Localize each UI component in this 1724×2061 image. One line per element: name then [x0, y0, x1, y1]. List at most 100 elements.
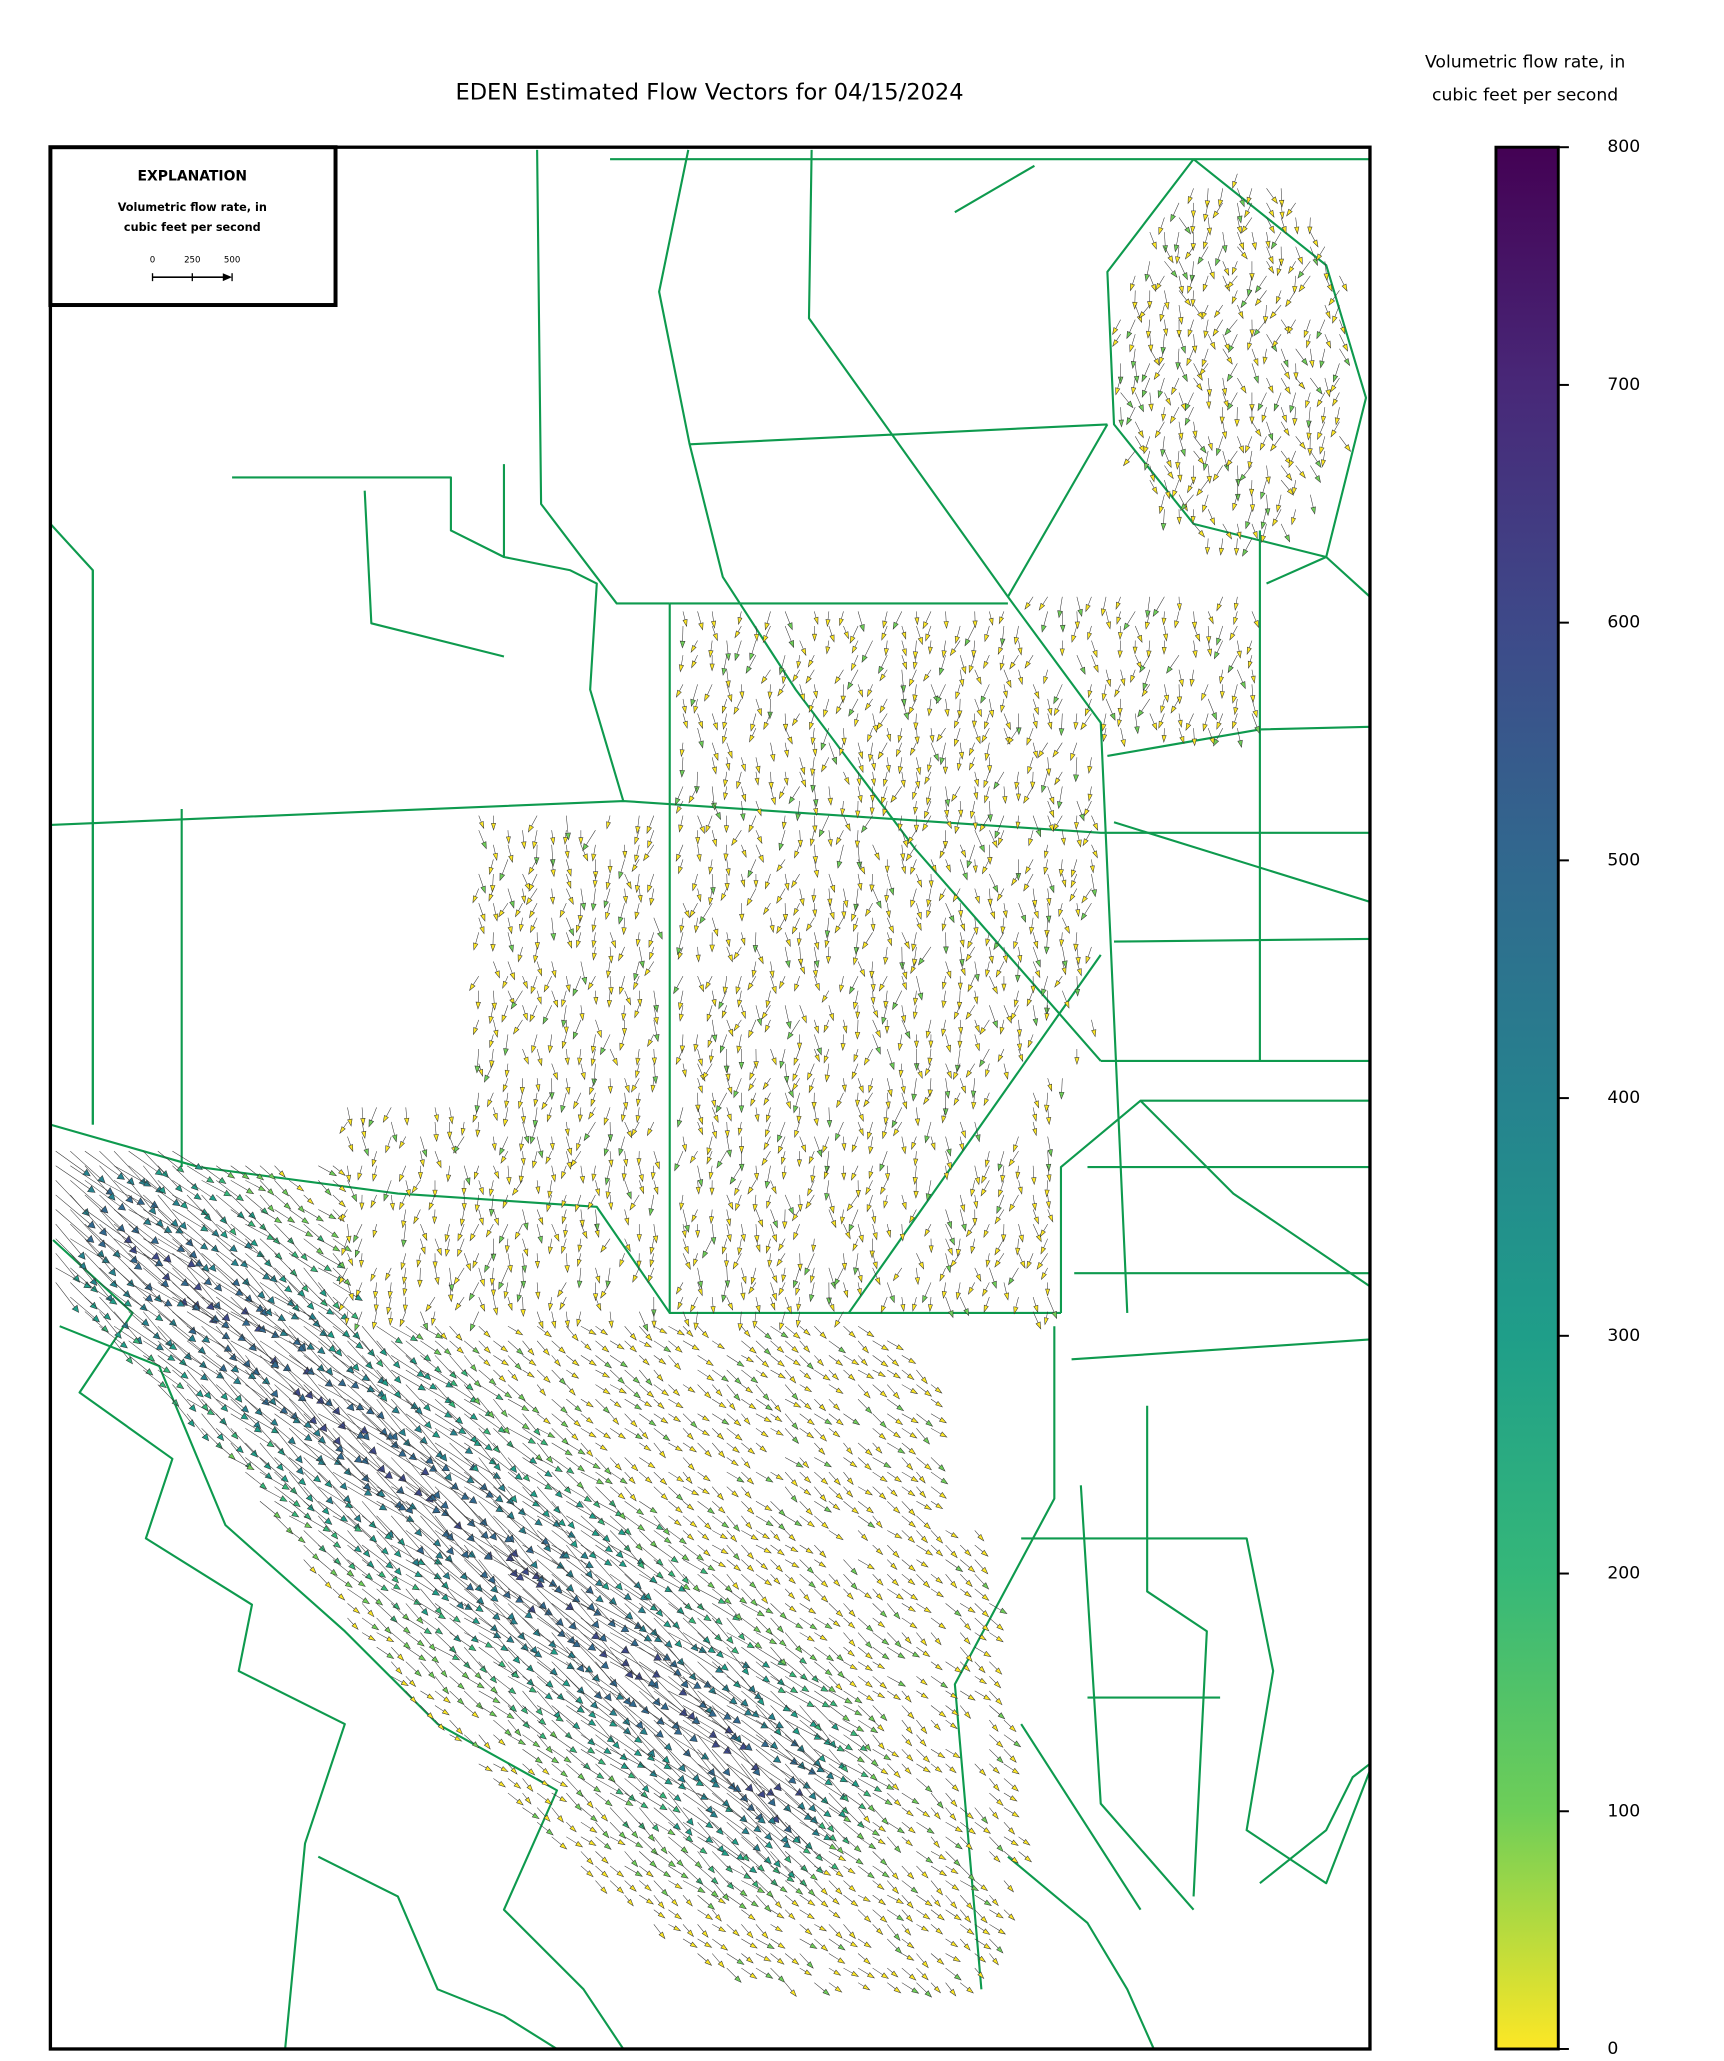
flow-vector: [633, 975, 640, 991]
flow-vector: [668, 1632, 707, 1653]
flow-vector: [1046, 1165, 1052, 1183]
flow-vector: [507, 1603, 541, 1637]
flow-vector: [1271, 334, 1282, 349]
flow-vector: [707, 1034, 713, 1049]
flow-vector: [755, 1559, 769, 1570]
flow-vector: [1040, 1238, 1048, 1255]
flow-vector: [843, 625, 849, 640]
flow-vector: [653, 1180, 659, 1195]
flow-vector: [726, 1136, 732, 1158]
flow-vector: [944, 1078, 951, 1099]
flow-vector: [464, 1486, 504, 1513]
flow-vector: [897, 757, 903, 775]
canal: [52, 1239, 346, 2049]
flow-vector: [843, 1807, 865, 1829]
flow-vector: [857, 684, 864, 698]
flow-vector: [721, 1238, 728, 1255]
flow-vector: [99, 1238, 143, 1270]
flow-vector: [157, 1253, 202, 1291]
flow-vector: [464, 1676, 485, 1689]
flow-vector: [799, 1369, 812, 1380]
flow-vector: [595, 1267, 601, 1284]
flow-vector: [697, 1121, 704, 1136]
flow-vector: [974, 1909, 988, 1924]
flow-vector: [776, 1253, 786, 1267]
flow-vector: [960, 1924, 975, 1935]
flow-vector: [580, 1515, 611, 1543]
flow-vector: [784, 1880, 804, 1895]
flow-vector: [828, 1967, 842, 1976]
flow-vector: [507, 1544, 545, 1584]
flow-vector: [1207, 611, 1214, 625]
flow-vector: [1237, 202, 1243, 224]
flow-vector: [629, 1194, 640, 1211]
flow-vector: [784, 1690, 815, 1708]
flow-vector: [916, 1530, 929, 1544]
flow-vector: [172, 1369, 204, 1398]
flow-vector: [259, 1238, 283, 1260]
flow-vector: [215, 1413, 239, 1440]
flow-vector: [972, 815, 978, 831]
flow-vector: [755, 1894, 772, 1913]
flow-vector: [551, 1486, 584, 1508]
flow-vector: [901, 1982, 920, 1994]
flow-vector: [866, 1194, 873, 1213]
flow-vector: [828, 903, 835, 921]
flow-vector: [347, 1136, 354, 1153]
flow-vector: [639, 1646, 682, 1676]
flow-vector: [945, 859, 951, 873]
flow-vector: [113, 1194, 152, 1226]
flow-vector: [245, 1223, 275, 1241]
canal: [807, 149, 1129, 1313]
flow-vector: [580, 1749, 606, 1765]
flow-vector: [834, 1121, 844, 1142]
flow-vector: [361, 1136, 369, 1157]
flow-vector: [697, 1165, 704, 1188]
flow-vector: [536, 1792, 553, 1805]
flow-vector: [872, 1807, 889, 1825]
flow-vector: [930, 1676, 949, 1689]
flow-vector: [1001, 1224, 1007, 1243]
flow-vector: [941, 1282, 947, 1300]
flow-vector: [507, 1486, 541, 1507]
flow-vector: [796, 1296, 802, 1312]
flow-vector: [551, 1836, 568, 1850]
flow-vector: [372, 1224, 378, 1239]
canal: [1007, 1855, 1155, 2049]
flow-vector: [551, 1544, 594, 1568]
flow-vector: [954, 728, 961, 747]
flow-vector: [791, 713, 800, 727]
flow-vector: [288, 1296, 321, 1328]
flow-vector: [901, 1384, 919, 1395]
flow-vector: [245, 1471, 268, 1490]
flow-vector: [1234, 407, 1240, 428]
flow-vector: [945, 1821, 963, 1833]
flow-vector: [974, 727, 981, 745]
flow-vector: [840, 684, 846, 704]
flow-vector: [566, 1544, 593, 1579]
flow-vector: [563, 1224, 568, 1239]
flow-vector: [606, 990, 613, 1008]
flow-vector: [580, 888, 586, 911]
flow-vector: [828, 1792, 849, 1815]
flow-vector: [449, 1719, 464, 1735]
flow-vector: [675, 844, 684, 862]
flow-vector: [834, 669, 844, 685]
flow-vector: [953, 1005, 961, 1020]
flow-vector: [84, 1194, 126, 1233]
flow-vector: [1018, 669, 1023, 686]
flow-vector: [448, 1107, 454, 1125]
flow-vector: [1130, 669, 1136, 684]
canal: [1266, 555, 1370, 598]
flow-vector: [843, 1894, 859, 1907]
flow-vector: [887, 1398, 905, 1412]
flow-vector: [332, 1559, 355, 1577]
flow-vector: [376, 1515, 406, 1546]
flow-vector: [463, 1690, 484, 1710]
flow-vector: [433, 1121, 439, 1142]
flow-vector: [843, 1282, 849, 1299]
flow-vector: [463, 1501, 497, 1541]
flow-vector: [814, 1865, 832, 1876]
flow-vector: [216, 1165, 236, 1179]
flow-vector: [740, 757, 746, 772]
